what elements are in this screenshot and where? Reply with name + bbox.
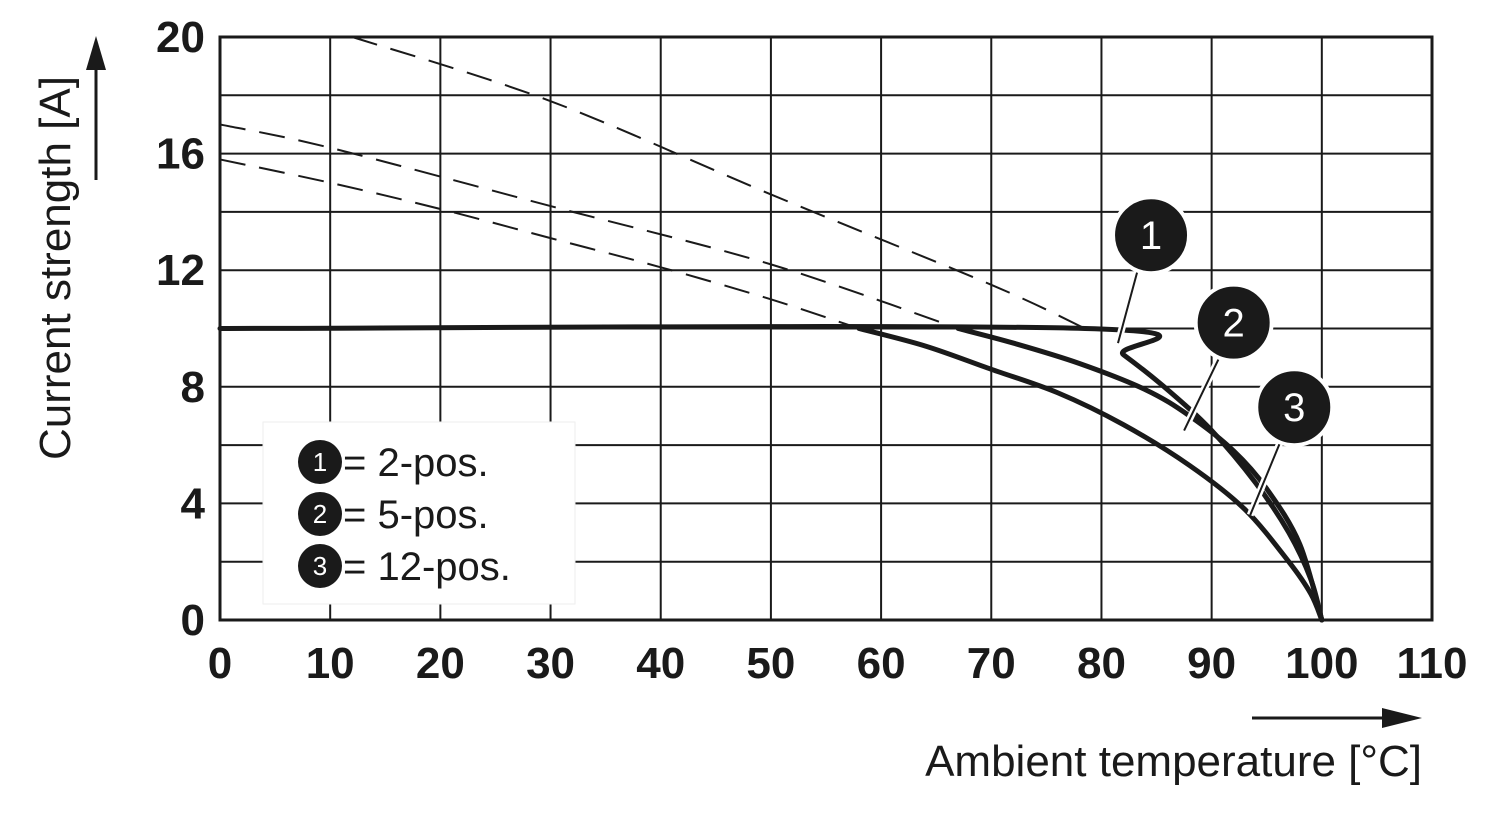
x-tick-label: 0	[208, 639, 232, 688]
dashed-curve-2	[219, 123, 959, 330]
curve-badges: 1 23	[1111, 195, 1335, 517]
y-axis-arrow-head	[86, 36, 106, 70]
solid-curve-3	[856, 326, 1325, 623]
legend-label: = 2-pos.	[343, 441, 489, 485]
x-tick-label: 60	[857, 639, 906, 688]
y-tick-label: 8	[181, 363, 205, 412]
x-tick-label: 40	[636, 639, 685, 688]
leader-line	[1183, 352, 1223, 431]
x-axis-title-group: Ambient temperature [°C]	[925, 708, 1422, 786]
x-tick-label: 80	[1077, 639, 1126, 688]
x-tick-label: 50	[746, 639, 795, 688]
curve-badge-1	[1111, 195, 1192, 276]
y-tick-label: 16	[156, 130, 205, 179]
curves	[217, 36, 1325, 623]
legend-label: = 12-pos.	[343, 545, 511, 589]
legend-badge-number: 2	[313, 499, 327, 529]
leader-line	[1117, 264, 1141, 344]
x-tick-label: 20	[416, 639, 465, 688]
x-axis-title: Ambient temperature [°C]	[925, 737, 1422, 786]
legend-badge-3	[298, 544, 342, 588]
legend-badge-number: 3	[313, 551, 327, 581]
y-tick-label: 0	[181, 596, 205, 645]
x-tick-label: 90	[1187, 639, 1236, 688]
curve-badge-number: 2	[1223, 302, 1245, 346]
curve-badge-3	[1254, 367, 1335, 448]
curve-badge-2	[1193, 282, 1274, 363]
x-tick-label: 30	[526, 639, 575, 688]
dashed-curve-3	[219, 158, 860, 330]
leader-line	[1249, 436, 1284, 516]
y-axis-title: Current strength [A]	[31, 76, 80, 460]
solid-curve-1	[217, 324, 1325, 623]
curve-badge-number: 3	[1283, 386, 1305, 430]
y-tick-label: 20	[156, 13, 205, 62]
x-tick-label: 10	[306, 639, 355, 688]
legend-badge-number: 1	[313, 447, 327, 477]
y-tick-label: 4	[181, 479, 206, 528]
curve-badge-number: 1	[1140, 214, 1162, 258]
legend: 1 = 2-pos. 2 = 5-pos. 3 = 12-pos.	[262, 421, 576, 605]
y-axis-title-group: Current strength [A]	[31, 36, 106, 460]
x-axis-arrow-head	[1382, 708, 1422, 728]
x-tick-label: 70	[967, 639, 1016, 688]
x-tick-label: 110	[1397, 639, 1468, 688]
dashed-curve-1	[351, 36, 1086, 330]
x-tick-label: 100	[1285, 639, 1358, 688]
legend-label: = 5-pos.	[343, 493, 489, 537]
legend-badge-2	[298, 492, 342, 536]
y-tick-label: 12	[156, 246, 205, 295]
legend-badge-1	[298, 440, 342, 484]
